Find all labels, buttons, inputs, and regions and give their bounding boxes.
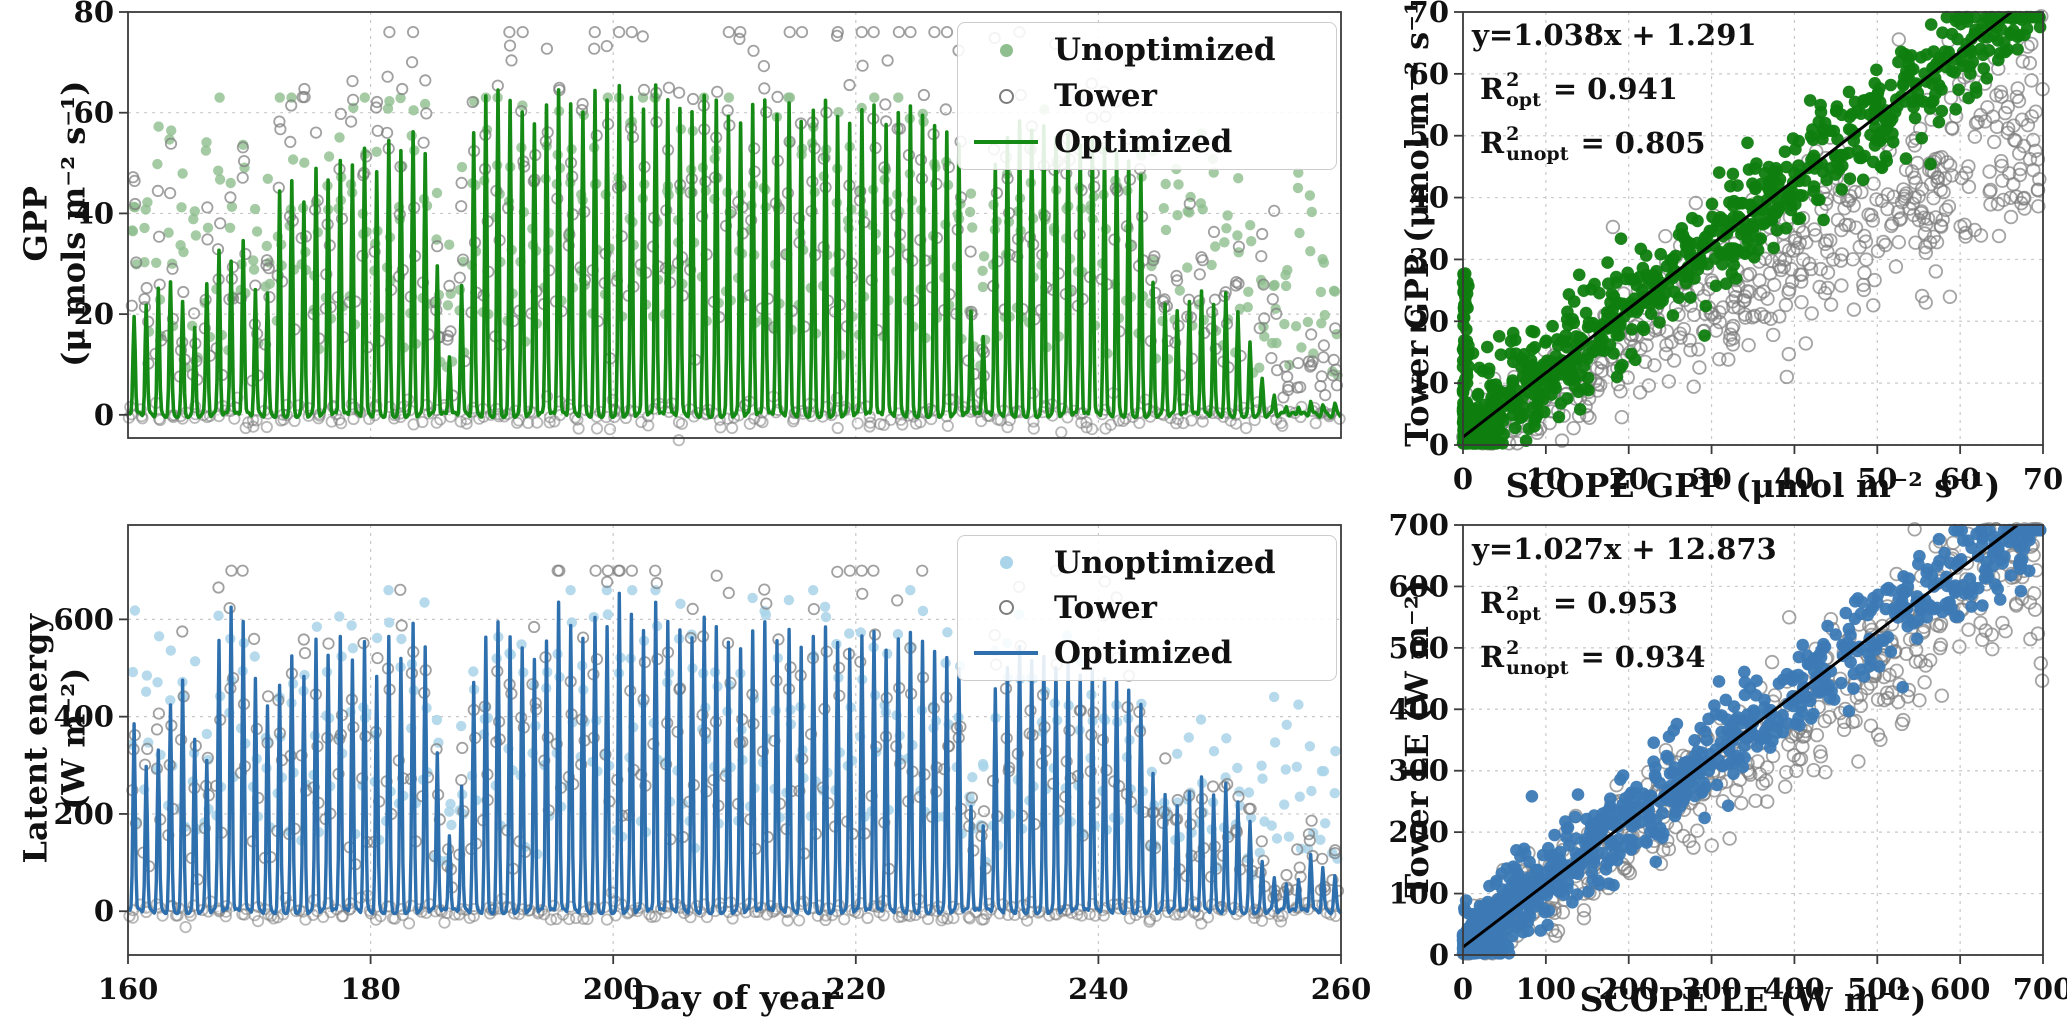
- gpp-timeseries-plot: 0 20 40 60 80: [74, 0, 1346, 447]
- y-tick-label: 600: [1390, 569, 1449, 603]
- y-tick-label: 200: [53, 797, 114, 831]
- y-tick-label: 0: [94, 398, 114, 432]
- optimized-line-marker: [974, 651, 1038, 656]
- panel-gpp-timeseries: 0 20 40 60 80 GPP (μ mols m⁻² s⁻¹) Unoptimiz…: [0, 0, 1390, 510]
- le-fit-equation: y=1.027x + 12.873: [1472, 532, 1777, 566]
- y-tick-label: 0: [1429, 938, 1449, 972]
- y-tick-label: 100: [1390, 877, 1449, 911]
- x-tick-label: 0: [1453, 972, 1473, 1006]
- x-tick-label: 240: [1068, 972, 1129, 1006]
- x-tick-label: 40: [1774, 462, 1814, 496]
- x-tick-label: 180: [340, 972, 401, 1006]
- y-tick-label: 70: [1409, 0, 1449, 29]
- gpp-r2-opt: R 2 opt = 0.941: [1480, 69, 1678, 111]
- legend-label-optimized: Optimized: [1054, 124, 1233, 160]
- le-y-axis-label: Latent energy (W m⁻²): [16, 614, 92, 864]
- y-tick-label: 0: [94, 894, 114, 928]
- panel-le-timeseries: 0 200 400 600 160 180 200 220 240 260 Latent ener…: [0, 510, 1390, 1022]
- y-tick-label: 10: [1409, 366, 1449, 400]
- legend-item-unoptimized: Unoptimized: [958, 28, 1336, 72]
- y-tick-label: 500: [1390, 631, 1449, 665]
- le-r2-opt: R 2 opt = 0.953: [1480, 583, 1678, 625]
- y-tick-label: 80: [74, 0, 114, 29]
- gpp-y-axis-label: GPP (μ mols m⁻² s⁻¹): [16, 80, 92, 367]
- x-tick-label: 220: [826, 972, 887, 1006]
- y-tick-label: 400: [53, 700, 114, 734]
- optimized-line-marker: [974, 140, 1038, 144]
- le-timeseries-plot: 0 200 400 600 160 180 200 220 240 260: [53, 524, 1372, 1006]
- gpp-scatter-y-label: Tower GPP (μmol m⁻² s⁻¹): [1398, 0, 1437, 447]
- y-tick-label: 200: [1390, 815, 1449, 849]
- x-tick-label: 10: [1526, 462, 1566, 496]
- gpp-scatter-plot: 0 10 20 30 40 50 60 70 0 10 20 30 40 50 60 70: [1409, 0, 2064, 496]
- x-tick-label: 100: [1516, 972, 1577, 1006]
- y-tick-label: 40: [74, 196, 114, 230]
- le-scatter-plot: 0 100 200 300 400 500 600 700 0 100 200 300 400 500 60…: [1390, 510, 2067, 1006]
- y-tick-label: 60: [74, 96, 114, 130]
- y-tick-label: 700: [1390, 510, 1449, 542]
- gpp-fit-annotation: y=1.038x + 1.291 R 2 opt = 0.941 R 2 unopt = 0.8…: [1472, 8, 1757, 170]
- x-tick-label: 50: [1857, 462, 1897, 496]
- x-tick-label: 200: [583, 972, 644, 1006]
- y-tick-label: 30: [1409, 242, 1449, 276]
- le-legend: Unoptimized Tower Optimized: [957, 535, 1337, 681]
- le-scatter-x-label: SCOPE LE (W m⁻²): [1579, 980, 1927, 1019]
- legend-label-tower: Tower: [1054, 78, 1157, 114]
- x-tick-label: 300: [1681, 972, 1742, 1006]
- y-tick-label: 0: [1429, 428, 1449, 462]
- x-tick-label: 700: [2013, 972, 2067, 1006]
- legend-label-unoptimized: Unoptimized: [1054, 32, 1276, 68]
- y-tick-label: 300: [1390, 754, 1449, 788]
- day-of-year-label: Day of year: [631, 978, 839, 1017]
- x-tick-label: 60: [1940, 462, 1980, 496]
- tower-circle-marker: [998, 600, 1014, 616]
- y-tick-label: 20: [74, 297, 114, 331]
- legend-item-tower: Tower: [958, 74, 1336, 118]
- x-tick-label: 160: [98, 972, 159, 1006]
- y-tick-label: 60: [1409, 57, 1449, 91]
- gpp-r2-unopt: R 2 unopt = 0.805: [1480, 123, 1706, 165]
- x-tick-label: 70: [2023, 462, 2063, 496]
- le-fit-annotation: y=1.027x + 12.873 R 2 opt = 0.953 R 2 unopt = 0.…: [1472, 522, 1777, 684]
- legend-label-unoptimized: Unoptimized: [1054, 544, 1276, 581]
- x-tick-label: 30: [1691, 462, 1731, 496]
- x-tick-label: 200: [1598, 972, 1659, 1006]
- panel-gpp-scatter: 0 10 20 30 40 50 60 70 0 10 20 30 40 50 60 70 Tower GPP…: [1390, 0, 2067, 510]
- y-tick-label: 400: [1390, 692, 1449, 726]
- gpp-scatter-x-label: SCOPE GPP (μmol m⁻² s⁻¹): [1505, 466, 2001, 505]
- x-tick-label: 400: [1764, 972, 1825, 1006]
- legend-item-unoptimized: Unoptimized: [958, 541, 1336, 585]
- y-tick-label: 20: [1409, 304, 1449, 338]
- unoptimized-dot-marker: [999, 43, 1013, 57]
- le-r2-unopt: R 2 unopt = 0.934: [1480, 637, 1706, 679]
- legend-item-optimized: Optimized: [958, 631, 1336, 675]
- y-tick-label: 50: [1409, 119, 1449, 153]
- gpp-legend: Unoptimized Tower Optimized: [957, 22, 1337, 170]
- le-scatter-y-label: Tower LE (W m⁻²): [1398, 580, 1437, 898]
- tower-circle-marker: [998, 88, 1014, 104]
- y-tick-label: 600: [53, 602, 114, 636]
- legend-item-optimized: Optimized: [958, 120, 1336, 164]
- x-tick-label: 20: [1609, 462, 1649, 496]
- x-tick-label: 260: [1311, 972, 1372, 1006]
- x-tick-label: 500: [1847, 972, 1908, 1006]
- y-tick-label: 40: [1409, 181, 1449, 215]
- legend-label-tower: Tower: [1054, 589, 1157, 626]
- gpp-fit-equation: y=1.038x + 1.291: [1472, 18, 1757, 52]
- panel-le-scatter: 0 100 200 300 400 500 600 700 0 100 200 300 400 500 60…: [1390, 510, 2067, 1022]
- x-tick-label: 600: [1930, 972, 1991, 1006]
- x-tick-label: 0: [1453, 462, 1473, 496]
- unoptimized-dot-marker: [999, 556, 1013, 570]
- legend-item-tower: Tower: [958, 586, 1336, 630]
- legend-label-optimized: Optimized: [1054, 635, 1233, 672]
